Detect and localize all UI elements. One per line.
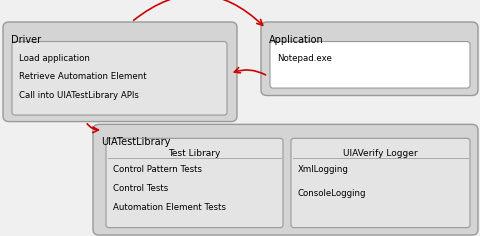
Text: Call into UIATestLibrary APIs: Call into UIATestLibrary APIs — [19, 91, 139, 100]
Text: Control Tests: Control Tests — [113, 184, 168, 193]
FancyBboxPatch shape — [93, 124, 477, 235]
FancyBboxPatch shape — [3, 22, 237, 122]
FancyBboxPatch shape — [12, 42, 227, 115]
Text: UIAVerify Logger: UIAVerify Logger — [342, 148, 417, 158]
Text: Application: Application — [268, 35, 323, 45]
Text: Notepad.exe: Notepad.exe — [276, 54, 331, 63]
FancyBboxPatch shape — [106, 138, 282, 228]
Text: Driver: Driver — [11, 35, 41, 45]
Text: XmlLogging: XmlLogging — [298, 165, 348, 174]
FancyBboxPatch shape — [290, 138, 469, 228]
FancyBboxPatch shape — [269, 42, 469, 88]
FancyBboxPatch shape — [261, 22, 477, 96]
Text: Retrieve Automation Element: Retrieve Automation Element — [19, 72, 146, 81]
Text: Automation Element Tests: Automation Element Tests — [113, 202, 226, 211]
Text: UIATestLibrary: UIATestLibrary — [101, 137, 170, 147]
Text: Control Pattern Tests: Control Pattern Tests — [113, 165, 202, 174]
Text: Test Library: Test Library — [168, 148, 220, 158]
Text: ConsoleLogging: ConsoleLogging — [298, 190, 366, 198]
Text: Load application: Load application — [19, 54, 90, 63]
